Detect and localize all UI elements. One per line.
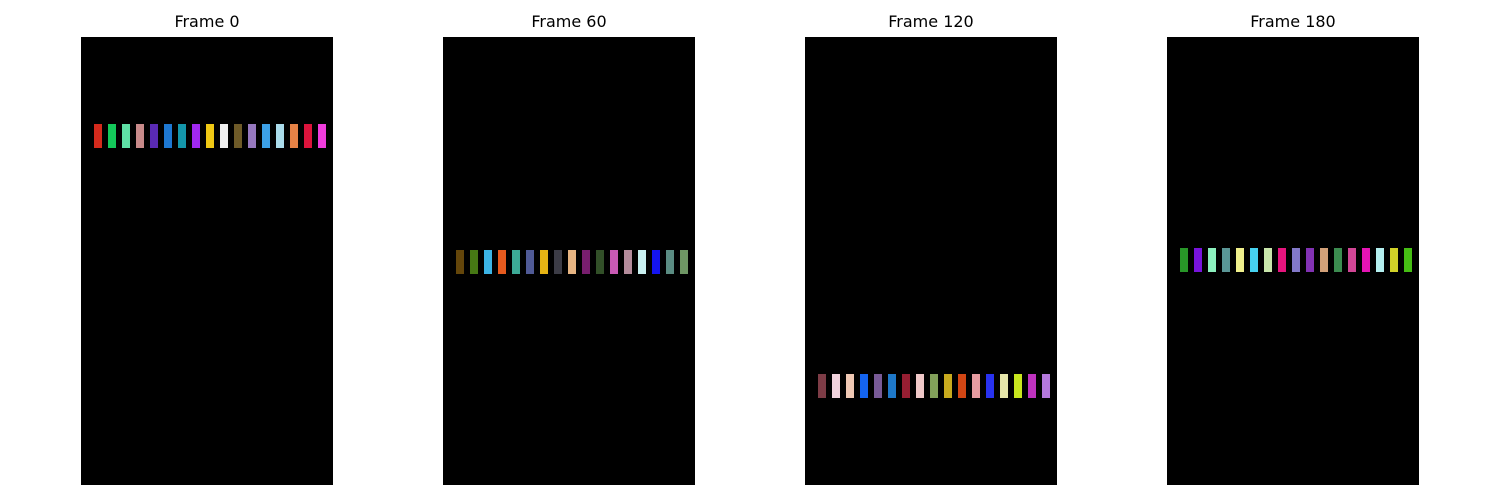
color-bar (248, 124, 256, 148)
color-bar (1236, 248, 1244, 272)
color-bar (318, 124, 326, 148)
color-bar (874, 374, 882, 398)
color-bar (1264, 248, 1272, 272)
color-bar (1000, 374, 1008, 398)
color-bar (1250, 248, 1258, 272)
color-bar (972, 374, 980, 398)
color-bar (108, 124, 116, 148)
color-bar (888, 374, 896, 398)
color-bar (1180, 248, 1188, 272)
color-bar (484, 250, 492, 274)
color-bar (916, 374, 924, 398)
color-bar (568, 250, 576, 274)
color-bar (1042, 374, 1050, 398)
color-bar (1348, 248, 1356, 272)
color-bar (902, 374, 910, 398)
color-bar (1028, 374, 1036, 398)
color-bar (624, 250, 632, 274)
color-bar (610, 250, 618, 274)
color-bar (680, 250, 688, 274)
color-bar (192, 124, 200, 148)
color-bar (498, 250, 506, 274)
color-bar (1278, 248, 1286, 272)
color-bar (262, 124, 270, 148)
color-bar (986, 374, 994, 398)
color-bar (94, 124, 102, 148)
color-bar (818, 374, 826, 398)
color-bar (1306, 248, 1314, 272)
color-bar (1014, 374, 1022, 398)
color-bar (1334, 248, 1342, 272)
panel-frame-120: Frame 120 (805, 0, 1057, 500)
panel-title: Frame 0 (174, 12, 240, 31)
color-bar (220, 124, 228, 148)
color-bar (1320, 248, 1328, 272)
frame-image (1167, 37, 1419, 485)
color-bar (1222, 248, 1230, 272)
color-bar (540, 250, 548, 274)
frame-image (443, 37, 695, 485)
color-bar (1292, 248, 1300, 272)
frame-image (805, 37, 1057, 485)
color-bar (234, 124, 242, 148)
panel-frame-60: Frame 60 (443, 0, 695, 500)
color-bar (958, 374, 966, 398)
color-bar (582, 250, 590, 274)
color-bar (1376, 248, 1384, 272)
color-bar (136, 124, 144, 148)
color-bar (304, 124, 312, 148)
panel-title: Frame 120 (888, 12, 974, 31)
color-bar (164, 124, 172, 148)
color-bar (944, 374, 952, 398)
color-bar (206, 124, 214, 148)
panel-frame-180: Frame 180 (1167, 0, 1419, 500)
panel-title: Frame 60 (531, 12, 607, 31)
color-bar (554, 250, 562, 274)
color-bar (470, 250, 478, 274)
color-bar (596, 250, 604, 274)
color-bar (1390, 248, 1398, 272)
color-bar (290, 124, 298, 148)
color-bar (638, 250, 646, 274)
color-bar (122, 124, 130, 148)
color-bar (666, 250, 674, 274)
color-bar (860, 374, 868, 398)
frame-image (81, 37, 333, 485)
color-bar (846, 374, 854, 398)
color-bar (526, 250, 534, 274)
panel-title: Frame 180 (1250, 12, 1336, 31)
color-bar (1194, 248, 1202, 272)
color-bar (456, 250, 464, 274)
color-bar (150, 124, 158, 148)
color-bar (1404, 248, 1412, 272)
color-bar (512, 250, 520, 274)
color-bar (832, 374, 840, 398)
color-bar (178, 124, 186, 148)
color-bar (1362, 248, 1370, 272)
panel-frame-0: Frame 0 (81, 0, 333, 500)
color-bar (276, 124, 284, 148)
color-bar (652, 250, 660, 274)
color-bar (1208, 248, 1216, 272)
color-bar (930, 374, 938, 398)
